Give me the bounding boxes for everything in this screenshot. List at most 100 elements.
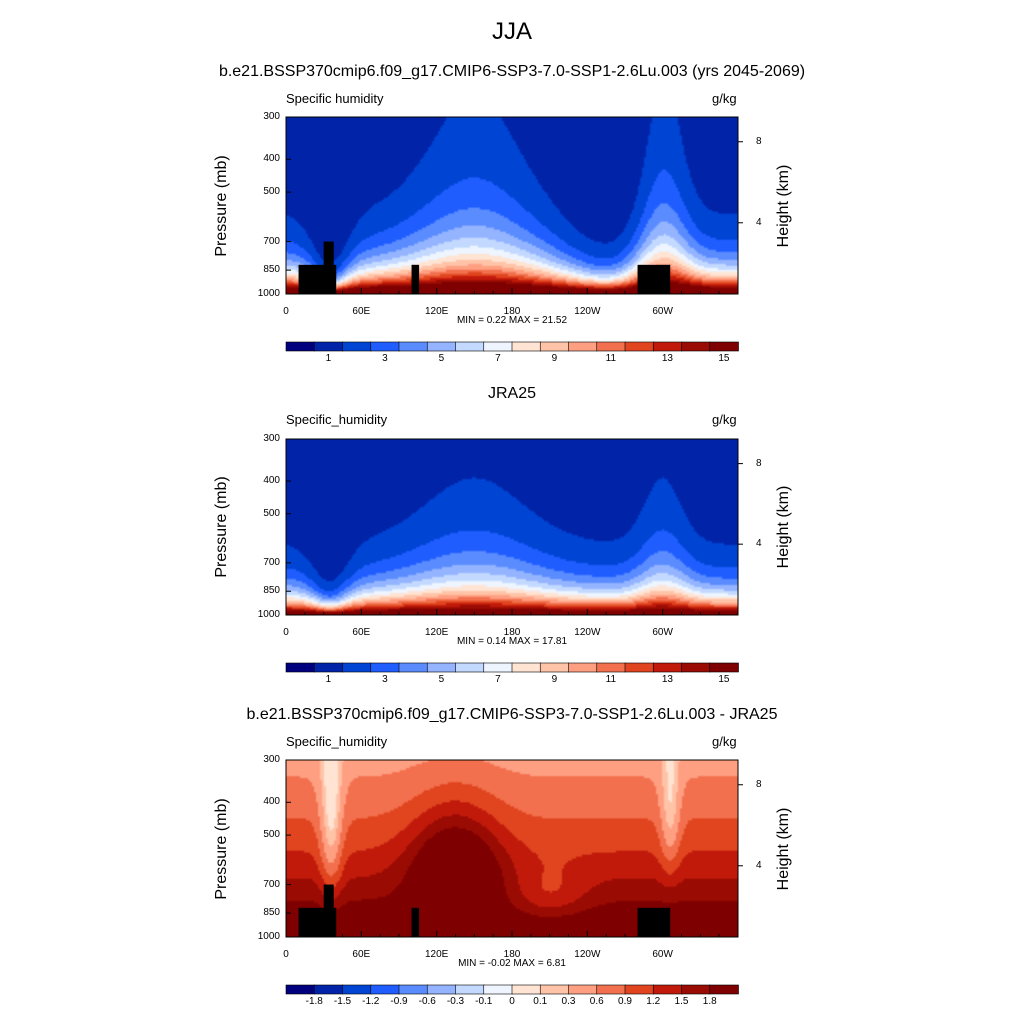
pressure-tick-label: 500 bbox=[263, 186, 280, 198]
terrain-block bbox=[411, 907, 420, 937]
height-axis-label: Height (km) bbox=[775, 807, 792, 890]
pressure-tick-label: 300 bbox=[263, 433, 280, 444]
colorbar-swatch bbox=[709, 662, 739, 673]
longitude-tick-label: 120E bbox=[424, 627, 449, 638]
colorbar-swatch bbox=[483, 984, 513, 995]
pressure-tick-label: 400 bbox=[263, 153, 280, 165]
colorbar-label: -0.3 bbox=[446, 996, 465, 1007]
colorbar-swatch bbox=[313, 984, 344, 995]
colorbar-label: 3 bbox=[382, 674, 388, 685]
longitude-tick-label: 0 bbox=[283, 627, 289, 638]
min-max-summary: MIN = 0.22 MAX = 21.52 bbox=[456, 315, 568, 326]
units-label: g/kg bbox=[712, 734, 737, 749]
specific-humidity-field bbox=[286, 439, 738, 615]
colorbar-label: -0.9 bbox=[390, 996, 408, 1007]
colorbar-swatch bbox=[398, 341, 429, 352]
terrain-block bbox=[411, 264, 420, 294]
colorbar-label: 0.9 bbox=[618, 996, 632, 1007]
colorbar-label: 11 bbox=[605, 674, 617, 685]
specific-humidity-field bbox=[286, 117, 738, 294]
panel-title: b.e21.BSSP370cmip6.f09_g17.CMIP6-SSP3-7.… bbox=[218, 63, 806, 80]
colorbar-label: 9 bbox=[551, 674, 558, 685]
longitude-tick-label: 60W bbox=[652, 949, 673, 960]
longitude-tick-label: 60E bbox=[352, 627, 371, 638]
colorbar-swatch bbox=[511, 662, 542, 673]
panel-title: JRA25 bbox=[487, 385, 537, 402]
colorbar-swatch bbox=[511, 341, 542, 352]
colorbar-swatch bbox=[652, 984, 683, 995]
units-label: g/kg bbox=[712, 412, 737, 427]
height-tick-label: 4 bbox=[756, 859, 762, 871]
colorbar-label: 11 bbox=[605, 353, 617, 364]
colorbar-swatch bbox=[370, 984, 400, 995]
colorbar-label: 3 bbox=[382, 353, 388, 364]
variable-label: Specific_humidity bbox=[286, 734, 388, 749]
colorbar-label: 7 bbox=[495, 353, 501, 364]
longitude-tick-label: 0 bbox=[283, 949, 289, 960]
colorbar-swatch bbox=[596, 662, 626, 673]
colorbar-label: 1.5 bbox=[674, 996, 689, 1007]
height-tick-label: 4 bbox=[756, 216, 762, 228]
colorbar-label: 13 bbox=[661, 353, 673, 364]
variable-label: Specific_humidity bbox=[286, 412, 388, 427]
pressure-axis-label: Pressure (mb) bbox=[213, 154, 230, 257]
colorbar-swatch bbox=[426, 341, 457, 352]
longitude-tick-label: 180 bbox=[503, 627, 521, 638]
panel-title: b.e21.BSSP370cmip6.f09_g17.CMIP6-SSP3-7.… bbox=[246, 706, 778, 723]
colorbar-label: 1 bbox=[325, 353, 332, 364]
longitude-tick-label: 60W bbox=[652, 306, 673, 317]
pressure-axis-label: Pressure (mb) bbox=[213, 476, 230, 578]
longitude-tick-label: 120W bbox=[574, 627, 601, 638]
figure-title: JJA bbox=[491, 18, 532, 45]
colorbar-label: -1.5 bbox=[333, 996, 352, 1007]
longitude-tick-label: 60E bbox=[352, 306, 371, 317]
colorbar-label: -1.2 bbox=[362, 996, 380, 1007]
pressure-tick-label: 1000 bbox=[257, 288, 280, 299]
longitude-tick-label: 120W bbox=[574, 306, 601, 317]
colorbar-swatch bbox=[624, 984, 655, 995]
pressure-tick-label: 300 bbox=[263, 754, 280, 765]
colorbar-swatch bbox=[483, 341, 513, 352]
longitude-tick-label: 120W bbox=[574, 949, 601, 960]
longitude-tick-label: 60E bbox=[352, 949, 371, 960]
specific-humidity-field bbox=[286, 760, 738, 937]
colorbar-swatch bbox=[709, 341, 739, 352]
height-axis-label: Height (km) bbox=[775, 164, 792, 247]
longitude-tick-label: 120E bbox=[424, 306, 449, 317]
pressure-tick-label: 400 bbox=[263, 475, 280, 487]
pressure-tick-label: 300 bbox=[263, 111, 280, 122]
colorbar-swatch bbox=[539, 662, 570, 673]
longitude-tick-label: 0 bbox=[283, 306, 289, 317]
colorbar-label: 7 bbox=[495, 674, 501, 685]
colorbar-swatch bbox=[681, 341, 711, 352]
pressure-tick-label: 850 bbox=[263, 907, 280, 919]
colorbar-label: 1.2 bbox=[646, 996, 661, 1007]
colorbar-swatch bbox=[285, 662, 316, 673]
colorbar-swatch bbox=[568, 984, 598, 995]
units-label: g/kg bbox=[712, 91, 737, 106]
pressure-tick-label: 850 bbox=[263, 585, 280, 597]
height-tick-label: 8 bbox=[756, 457, 762, 469]
terrain-block bbox=[323, 884, 334, 937]
terrain-block bbox=[323, 241, 334, 294]
colorbar-label: -0.1 bbox=[475, 996, 493, 1007]
topography-mask bbox=[298, 884, 671, 937]
colorbar-swatch bbox=[370, 662, 400, 673]
height-axis-label: Height (km) bbox=[775, 485, 792, 569]
longitude-tick-label: 180 bbox=[503, 949, 521, 960]
colorbar-label: -1.8 bbox=[305, 996, 323, 1007]
colorbar-label: 0.6 bbox=[589, 996, 604, 1007]
colorbar-swatch bbox=[596, 984, 626, 995]
pressure-tick-label: 500 bbox=[263, 507, 280, 519]
colorbar-swatch bbox=[342, 984, 372, 995]
colorbar-label: 0.1 bbox=[533, 996, 548, 1007]
colorbar-swatch bbox=[624, 662, 655, 673]
height-tick-label: 8 bbox=[756, 135, 762, 147]
colorbar-label: 1 bbox=[325, 674, 332, 685]
colorbar-label: 15 bbox=[718, 353, 730, 364]
colorbar-label: 9 bbox=[551, 353, 558, 364]
colorbar bbox=[285, 662, 739, 673]
colorbar-label: 5 bbox=[438, 353, 445, 364]
longitude-tick-label: 60W bbox=[652, 627, 673, 638]
